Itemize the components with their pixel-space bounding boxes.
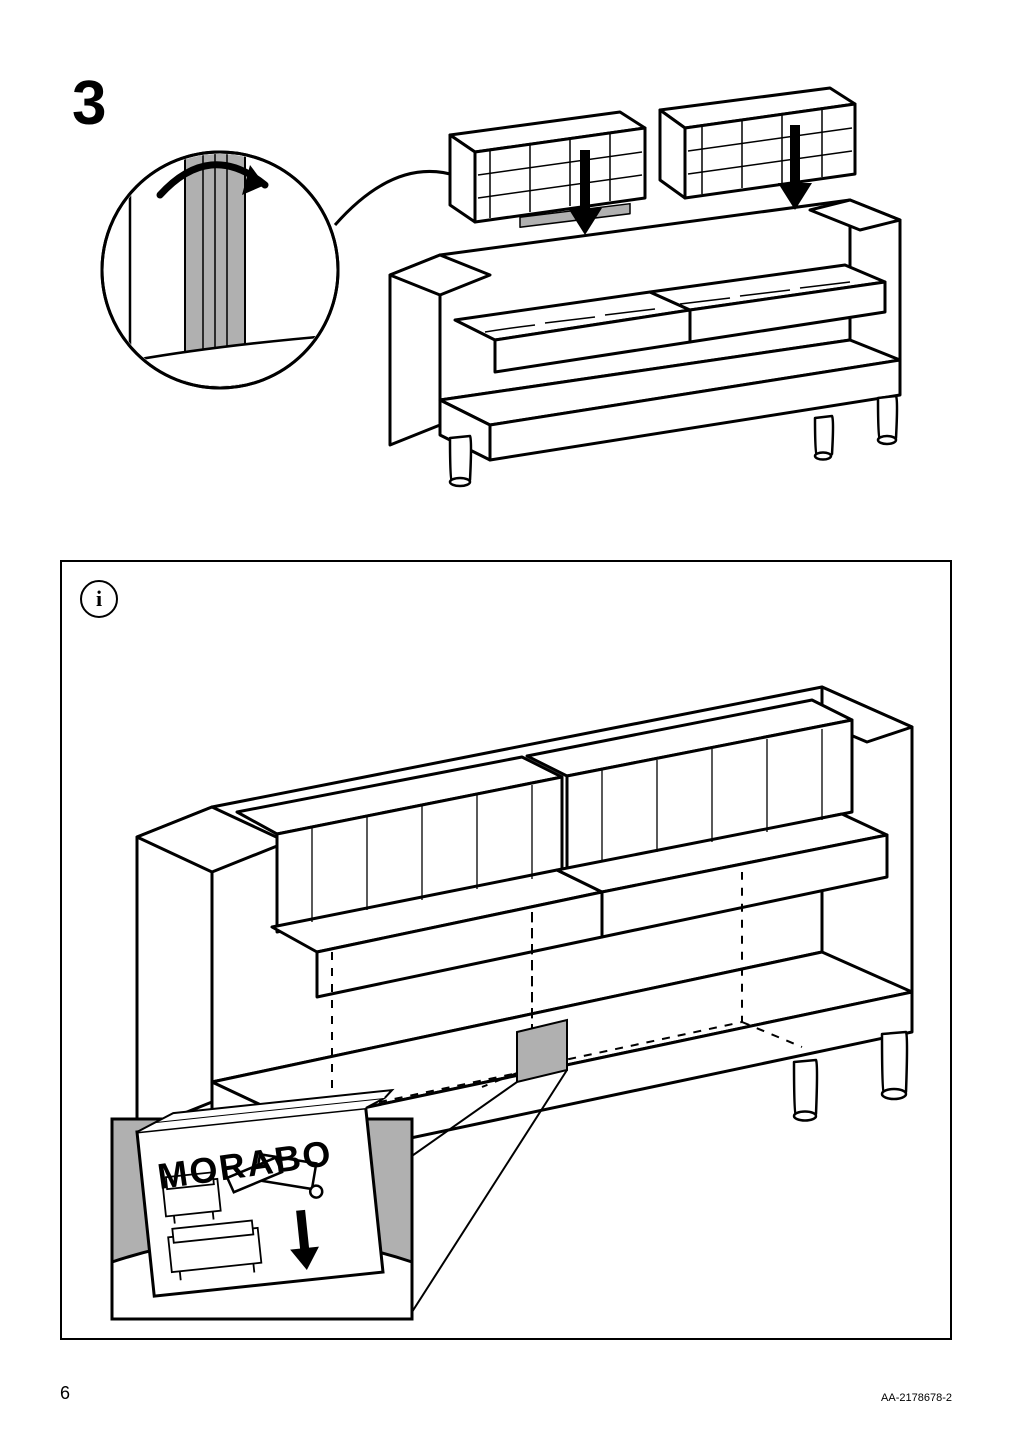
info-illustration: [82, 592, 932, 1322]
assembly-instruction-page: 3: [0, 0, 1012, 1432]
document-id: AA-2178678-2: [881, 1392, 952, 1404]
page-number: 6: [60, 1383, 70, 1404]
step-illustration: [90, 80, 910, 510]
info-panel: i: [60, 560, 952, 1340]
